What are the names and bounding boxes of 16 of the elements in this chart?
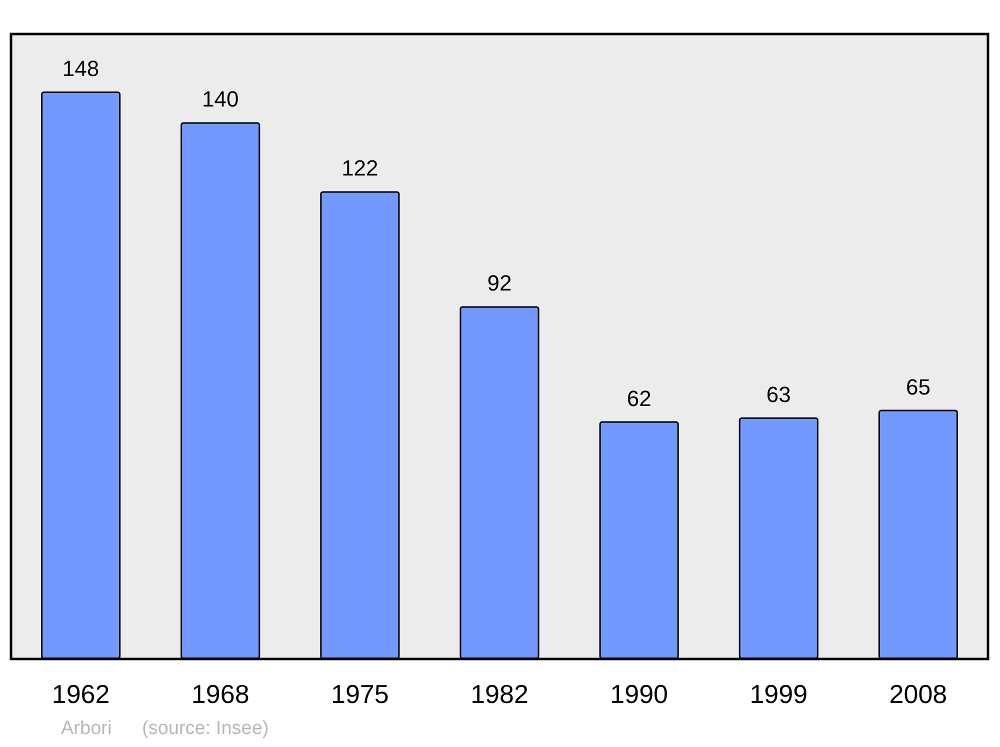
x-tick-label: 2008 xyxy=(889,679,948,709)
data-label: 62 xyxy=(626,386,652,411)
x-tick-label: 1999 xyxy=(750,679,808,709)
x-tick-label: 1990 xyxy=(610,679,668,709)
x-tick-label: 1982 xyxy=(470,679,528,709)
data-label: 140 xyxy=(202,86,239,112)
data-label: 92 xyxy=(487,270,512,296)
text: Arbori xyxy=(61,718,112,739)
x-tick-label: 1975 xyxy=(331,679,389,709)
data-label: 63 xyxy=(766,382,791,407)
data-label: 122 xyxy=(342,156,378,181)
data-label: 148 xyxy=(62,56,100,82)
x-tick-label: 1968 xyxy=(191,679,250,709)
text: (source: Insee) xyxy=(142,718,269,739)
x-tick-label: 1962 xyxy=(52,679,110,709)
data-label: 65 xyxy=(906,374,930,400)
